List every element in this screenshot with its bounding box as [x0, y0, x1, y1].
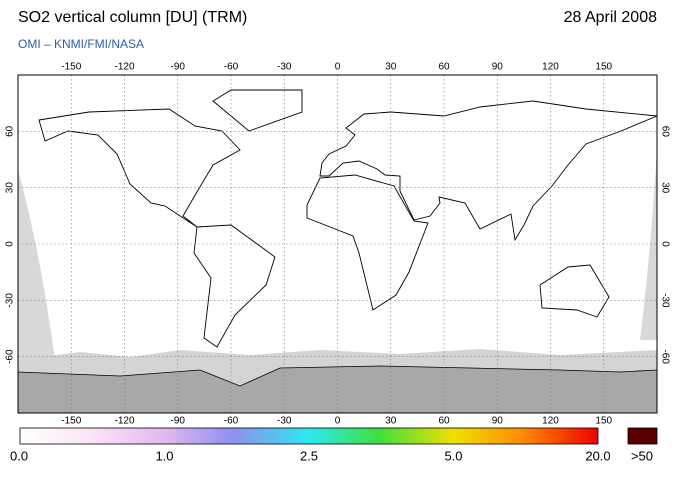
lon-tick-label: 90 [492, 416, 504, 427]
lon-tick-label: -150 [61, 62, 81, 73]
lat-tick-label: 0 [659, 241, 670, 247]
lat-tick-label: 30 [659, 182, 670, 194]
graticule [18, 75, 657, 413]
coastlines [38, 89, 658, 348]
lon-tick-label: 30 [385, 62, 397, 73]
title: SO2 vertical column [DU] (TRM) [18, 9, 247, 26]
lon-tick-label: -60 [224, 416, 239, 427]
lat-tick-label: -60 [659, 349, 670, 364]
no-data-swath [640, 150, 657, 340]
lat-tick-label: -30 [659, 293, 670, 308]
lon-tick-label: -120 [114, 416, 134, 427]
australia [539, 264, 610, 318]
subtitle: OMI – KNMI/FMI/NASA [18, 37, 144, 51]
eurasia [319, 100, 658, 242]
africa [306, 174, 429, 311]
lon-tick-label: 120 [542, 62, 559, 73]
lat-tick-label: -30 [5, 293, 16, 308]
colorbar-gradient [19, 427, 599, 445]
lon-tick-label: 0 [335, 62, 341, 73]
colorbar-label: 2.5 [300, 448, 318, 463]
lon-tick-label: 120 [542, 416, 559, 427]
map-frame [17, 74, 658, 414]
lon-tick-label: 60 [438, 62, 450, 73]
map [17, 74, 658, 414]
lon-tick-label: 150 [595, 62, 612, 73]
lon-tick-label: 30 [385, 416, 397, 427]
lon-tick-label: -60 [224, 62, 239, 73]
north-america [38, 108, 241, 228]
lon-tick-label: 90 [492, 62, 504, 73]
lon-tick-label: 60 [438, 416, 450, 427]
colorbar-overflow [627, 427, 658, 445]
lat-tick-label: 60 [659, 126, 670, 138]
lat-tick-label: 30 [5, 182, 16, 194]
colorbar-label: 1.0 [155, 448, 173, 463]
no-data-swath [18, 170, 55, 360]
date: 28 April 2008 [564, 9, 658, 26]
lon-tick-label: -120 [114, 62, 134, 73]
lon-tick-label: 150 [595, 416, 612, 427]
lon-tick-label: -150 [61, 416, 81, 427]
lon-tick-label: -90 [171, 62, 186, 73]
lon-tick-label: -30 [277, 416, 292, 427]
colorbar-label: 5.0 [444, 448, 462, 463]
lat-tick-label: 0 [5, 241, 16, 247]
lon-tick-label: -30 [277, 62, 292, 73]
greenland [212, 89, 303, 132]
lon-tick-label: -90 [171, 416, 186, 427]
lon-tick-label: 0 [335, 416, 341, 427]
colorbar: >50 0.0 1.0 2.5 5.0 20.0 [10, 427, 658, 463]
colorbar-label: 20.0 [585, 448, 610, 463]
colorbar-label: 0.0 [10, 448, 28, 463]
lat-tick-label: -60 [5, 349, 16, 364]
lat-tick-label: 60 [5, 125, 16, 137]
colorbar-overflow-label: >50 [631, 448, 653, 463]
south-america [193, 224, 276, 348]
